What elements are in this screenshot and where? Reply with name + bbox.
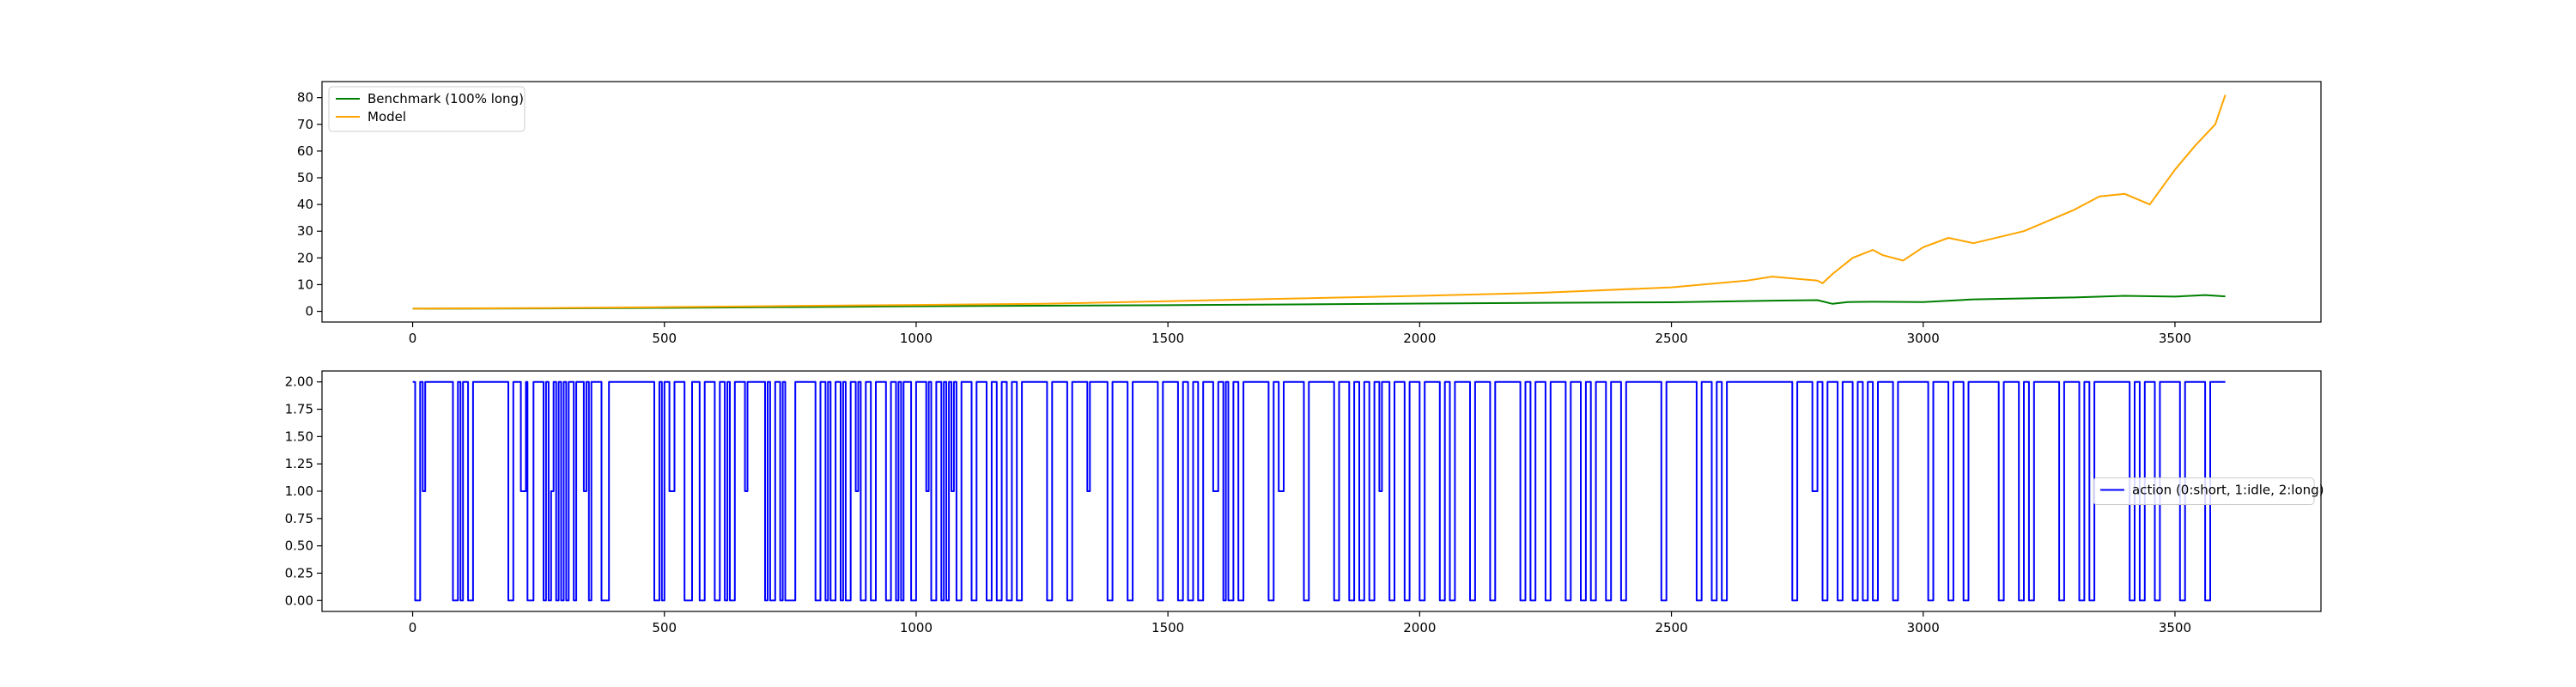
y-tick-label: 0 (305, 304, 313, 319)
y-tick-label: 0.25 (285, 565, 313, 581)
y-tick-label: 1.25 (285, 456, 313, 471)
y-tick-label: 0.00 (285, 593, 313, 608)
y-tick-label: 70 (297, 117, 313, 132)
x-tick-label: 3500 (2159, 331, 2191, 346)
x-tick-label: 3000 (1907, 331, 1940, 346)
y-tick-label: 2.00 (285, 374, 313, 390)
legend-box (328, 86, 526, 132)
y-tick-label: 40 (297, 197, 313, 212)
x-tick-label: 2000 (1403, 620, 1436, 635)
action-chart-panel: 0 500 1000 1500 2000 2500 3000 3500 0.00 0.25 0.50… (285, 370, 2324, 635)
y-tick-label: 30 (297, 223, 313, 239)
y-tick-label: 1.00 (285, 483, 313, 499)
x-tick-label: 500 (652, 331, 677, 346)
x-tick-label: 0 (409, 620, 417, 635)
legend-box (2093, 477, 2315, 505)
x-tick-label: 2500 (1655, 331, 1687, 346)
x-tick-label: 0 (409, 331, 417, 346)
x-tick-label: 1500 (1151, 620, 1184, 635)
x-tick-label: 2000 (1403, 331, 1436, 346)
axes-frame (321, 81, 2322, 323)
x-tick-label: 3000 (1907, 620, 1940, 635)
equity-chart-panel: 0 500 1000 1500 2000 2500 3000 3500 0 10 20 30 40 50 6… (297, 81, 2322, 346)
x-tick-label: 3500 (2159, 620, 2191, 635)
y-tick-label: 80 (297, 90, 313, 106)
legend: Benchmark (100% long) Model (328, 86, 526, 132)
legend: action (0:short, 1:idle, 2:long) (2093, 477, 2324, 505)
series-line-0 (412, 380, 2226, 602)
legend-label: Benchmark (100% long) (368, 91, 524, 106)
x-tick-label: 1000 (900, 331, 933, 346)
y-tick-label: 20 (297, 250, 313, 265)
y-tick-label: 50 (297, 170, 313, 185)
series-line-0 (412, 294, 2226, 310)
x-tick-label: 500 (652, 620, 677, 635)
x-tick-label: 1000 (900, 620, 933, 635)
legend-label: Model (368, 109, 406, 125)
y-tick-label: 1.75 (285, 402, 313, 417)
y-tick-label: 10 (297, 277, 313, 292)
y-tick-label: 0.75 (285, 511, 313, 526)
y-tick-label: 1.50 (285, 429, 313, 444)
y-tick-label: 60 (297, 143, 313, 159)
x-tick-label: 1500 (1151, 331, 1184, 346)
x-tick-label: 2500 (1655, 620, 1687, 635)
legend-label: action (0:short, 1:idle, 2:long) (2132, 483, 2324, 498)
series-line-1 (412, 94, 2227, 310)
y-tick-label: 0.50 (285, 538, 313, 554)
